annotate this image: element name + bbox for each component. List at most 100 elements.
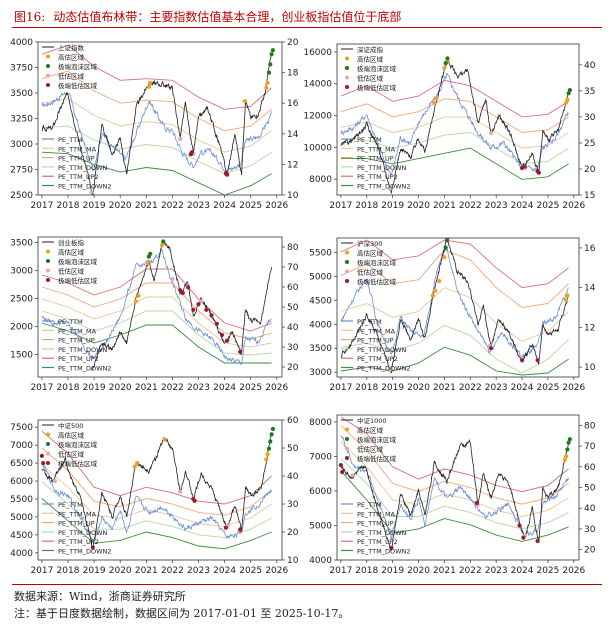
marker-overvalued — [432, 100, 437, 105]
legend-label: 低估区域 — [357, 268, 384, 277]
legend-label: PE_TTM_MA — [357, 327, 396, 335]
legend-swatch-bubble — [46, 259, 50, 263]
plot-area — [41, 44, 275, 195]
marker-bottom — [225, 172, 230, 177]
marker-bubble — [565, 447, 570, 452]
legend-swatch-bubble — [345, 437, 349, 441]
legend-label: 高估区域 — [357, 55, 384, 64]
legend-label: 低估区域 — [357, 445, 384, 454]
legend-label: PE_TTM_MA — [357, 510, 396, 518]
legend-bottom: PE_TTMPE_TTM_MAPE_TTM_UPPE_TTM_DOWNPE_TT… — [341, 136, 411, 191]
marker-bottom — [90, 545, 95, 550]
legend-label: 极端泡沫区域 — [58, 257, 98, 266]
x-tick-label: 2019 — [381, 566, 404, 576]
x-tick-label: 2019 — [83, 566, 106, 576]
x-tick-label: 2017 — [30, 201, 53, 211]
x-tick-label: 2023 — [187, 566, 210, 576]
legend-label: PE_TTM_DOWN — [357, 164, 407, 172]
plot-frame — [336, 237, 580, 378]
x-tick-label: 2018 — [355, 566, 378, 576]
marker-bubble — [567, 88, 573, 93]
footnote: 注：基于日度数据绘制，数据区间为 2017-01-01 至 2025-10-17… — [14, 607, 350, 620]
marker-undervalued — [52, 478, 58, 484]
left-tick-label: 6500 — [10, 459, 33, 469]
marker-bottom — [522, 164, 527, 169]
left-tick-label: 5000 — [309, 272, 332, 282]
x-tick-label: 2020 — [407, 566, 430, 576]
marker-bottom — [189, 150, 195, 155]
marker-bottom — [238, 349, 243, 354]
marker-bubble — [266, 446, 272, 451]
legend-label: 高估区域 — [58, 431, 85, 440]
marker-bubble — [269, 432, 274, 437]
series-pe-ttm-down2 — [340, 346, 569, 376]
marker-overvalued — [148, 80, 153, 85]
x-tick-label: 2025 — [536, 201, 559, 211]
marker-overvalued — [437, 279, 442, 284]
series-pe-ttm-ma — [340, 116, 569, 149]
right-tick-label: 60 — [584, 463, 596, 473]
right-tick-label: 40 — [287, 472, 299, 482]
x-tick-label: 2018 — [355, 383, 378, 393]
right-tick-label: 18 — [287, 69, 299, 79]
left-tick-label: 5500 — [10, 495, 33, 505]
right-tick-label: 60 — [287, 283, 299, 293]
x-tick-label: 2026 — [265, 383, 288, 393]
legend-swatch-undervalued — [345, 75, 349, 80]
x-tick-label: 2018 — [57, 201, 80, 211]
figure-title-text: 动态估值布林带：主要指数估值基本合理，创业板指估值位于底部 — [53, 10, 402, 24]
marker-bubble — [270, 48, 275, 53]
legend-label: PE_TTM_UP — [357, 155, 394, 163]
marker-bubble — [443, 61, 448, 66]
marker-undervalued — [199, 299, 204, 304]
left-tick-label: 3500 — [10, 89, 33, 99]
legend-label: PE_TTM_DOWN2 — [58, 365, 112, 373]
left-tick-label: 3000 — [10, 267, 33, 277]
series-pe-ttm-up — [340, 425, 569, 505]
right-tick-label: 25 — [584, 139, 595, 149]
legend-swatch-overvalued — [345, 427, 349, 432]
series-pe-ttm-ma — [340, 441, 569, 517]
legend-swatch-bubble — [46, 64, 50, 68]
marker-overvalued — [242, 99, 247, 104]
legend-label: PE_TTM_DOWN — [58, 529, 108, 537]
legend-swatch-bottom — [46, 83, 50, 87]
legend-label: PE_TTM_MA — [58, 145, 97, 153]
left-tick-label: 14000 — [303, 80, 332, 90]
left-tick-label: 3000 — [10, 140, 33, 150]
legend-label: 高估区域 — [357, 426, 384, 435]
marker-overvalued — [162, 437, 167, 442]
right-tick-label: 80 — [584, 421, 596, 431]
left-tick-label: 2000 — [10, 323, 33, 333]
marker-bottom — [204, 307, 209, 312]
legend-label: 上证指数 — [58, 43, 85, 52]
legend-label: PE_TTM — [357, 318, 382, 326]
x-tick-label: 2017 — [30, 566, 53, 576]
marker-bottom — [180, 290, 185, 296]
chart-panel-2: 8000100001200014000160001520253035402017… — [303, 43, 596, 211]
right-tick-label: 40 — [287, 323, 299, 333]
x-tick-label: 2024 — [213, 566, 236, 576]
x-tick-label: 2026 — [562, 201, 585, 211]
marker-overvalued — [562, 457, 567, 462]
x-tick-label: 2026 — [265, 566, 288, 576]
marker-bottom — [192, 498, 197, 503]
legend-swatch-bottom — [345, 85, 349, 89]
marker-bottom — [178, 288, 183, 293]
series-pe-ttm-down — [340, 324, 569, 374]
marker-bubble — [268, 439, 273, 444]
legend-label: PE_TTM_UP — [357, 337, 394, 345]
marker-undervalued — [178, 489, 183, 494]
series-pe-ttm-up2 — [340, 239, 569, 289]
marker-overvalued — [145, 260, 150, 265]
title-rule — [12, 27, 602, 28]
right-tick-label: 30 — [584, 113, 596, 123]
marker-overvalued — [135, 461, 140, 466]
figure-number: 图16: — [14, 10, 46, 24]
left-tick-label: 4500 — [309, 296, 332, 306]
left-tick-label: 3000 — [309, 368, 332, 378]
marker-undervalued — [89, 189, 94, 194]
marker-overvalued — [565, 97, 570, 102]
x-tick-label: 2023 — [187, 201, 210, 211]
